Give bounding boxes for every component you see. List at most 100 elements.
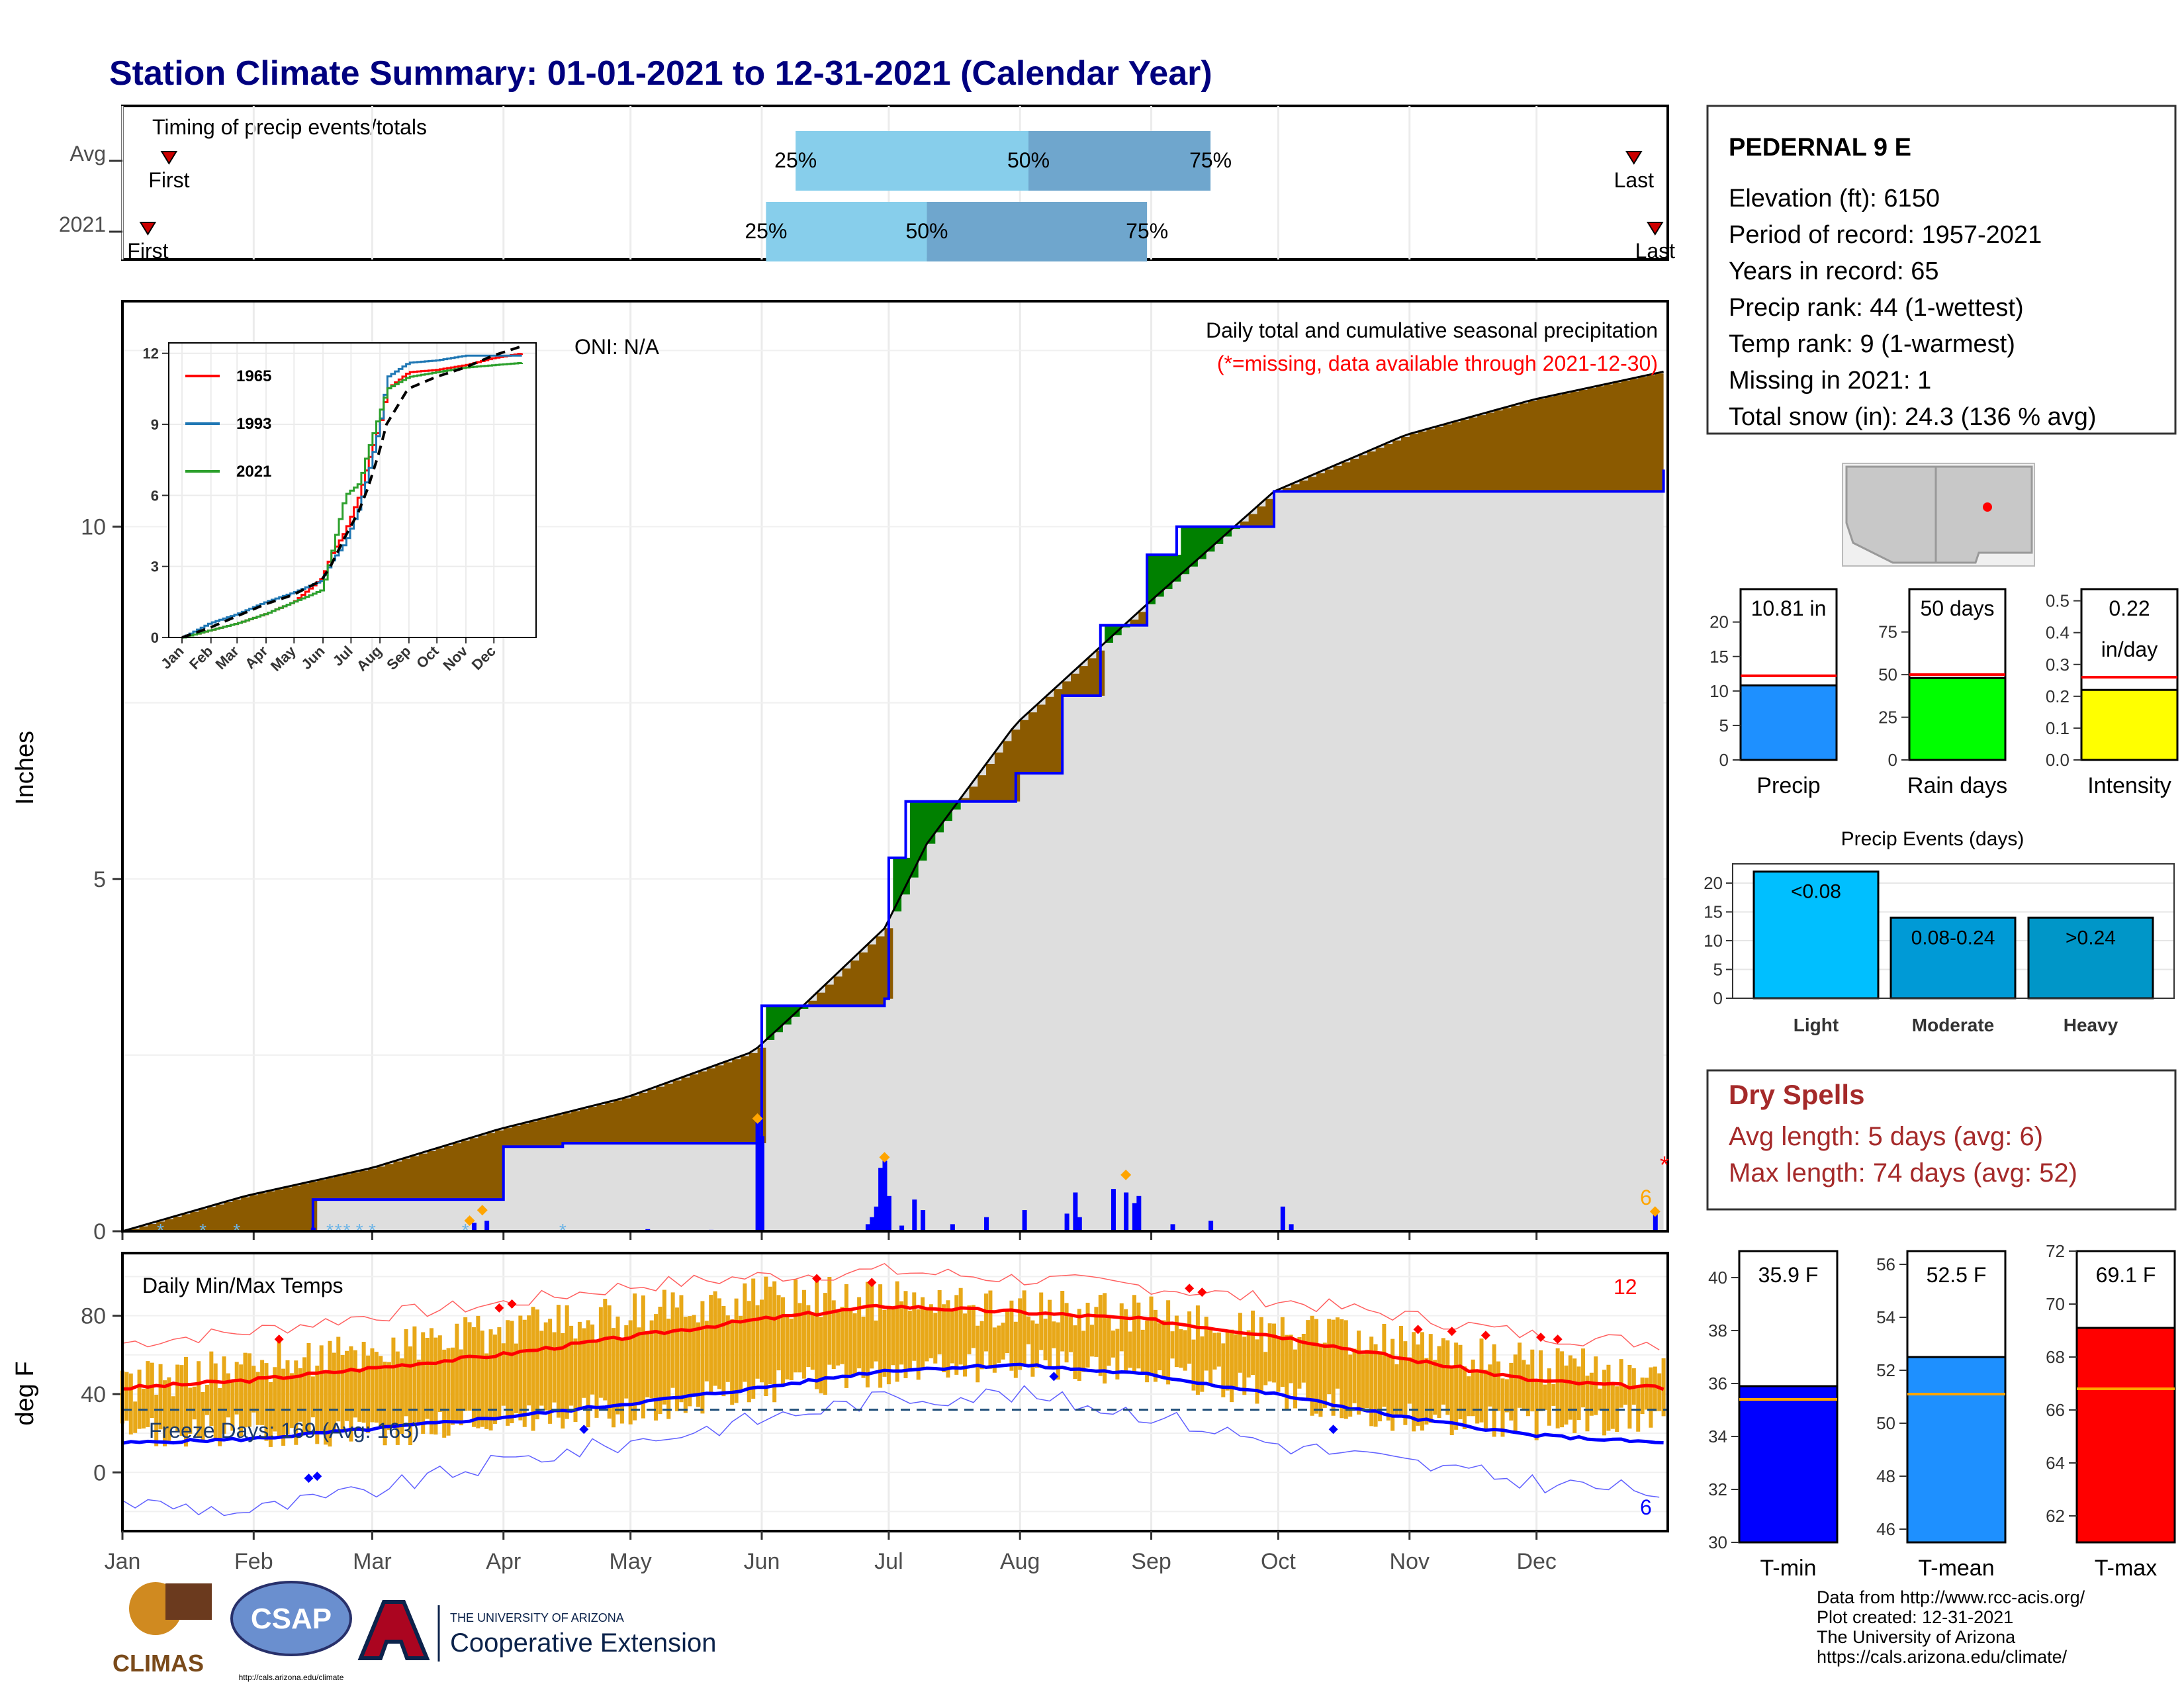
temp-panel: 0 40 80 deg F Daily Min/Max Temps Freeze D…: [11, 1252, 1669, 1574]
timing-q25-q50-bar-0: [796, 131, 1029, 191]
record-low-marker-3: [1049, 1372, 1059, 1382]
daily-precip-bar-7: [865, 1224, 870, 1231]
timing-first-marker-1: [139, 222, 157, 236]
precip-record-marker-0: [464, 1215, 475, 1227]
missing-marker: *: [1660, 1151, 1669, 1178]
month-label-Jul: Jul: [874, 1549, 903, 1574]
record-low-marker-2: [579, 1425, 589, 1434]
temp-summary-tick-label-1-4: 54: [1876, 1307, 1895, 1327]
temp-summary-tick-label-0-5: 40: [1708, 1268, 1727, 1288]
record-high-marker-6: [1197, 1288, 1207, 1297]
summary-tick-label-0-1: 5: [1719, 716, 1729, 735]
month-label-Nov: Nov: [1390, 1549, 1430, 1574]
timing-q75-label-0: 75%: [1189, 148, 1232, 172]
temp-summary-value-label-1: 52.5 F: [1927, 1263, 1987, 1287]
credit-line-3: https://cals.arizona.edu/climate/: [1817, 1647, 2068, 1667]
record-high-marker-3: [812, 1274, 822, 1284]
inset-y-tick-label-3: 9: [151, 416, 159, 433]
precip-record-marker-5: [1649, 1206, 1661, 1217]
daily-precip-bar-18: [1022, 1210, 1027, 1231]
new-mexico-shape: [1934, 465, 2033, 564]
temp-y-tick-label-1: 40: [81, 1382, 106, 1407]
record-high-marker-7: [1413, 1325, 1423, 1335]
temp-summary-tick-label-0-3: 36: [1708, 1374, 1727, 1393]
precip-record-marker-1: [477, 1205, 488, 1216]
temp-frame: [121, 1252, 1669, 1532]
daily-precip-bar-28: [1280, 1206, 1285, 1231]
inset-frame: [168, 342, 537, 638]
daily-precip-bar-24: [1132, 1203, 1137, 1231]
daily-precip-bar-12: [886, 1196, 891, 1231]
record-high-marker-2: [507, 1299, 517, 1309]
summary-tick-label-1-1: 25: [1878, 708, 1897, 727]
csap-logo: CSAP http://cals.arizona.edu/climate: [230, 1581, 352, 1682]
daily-precip-bar-5: [755, 1122, 760, 1231]
record-low-marker-0: [304, 1474, 314, 1483]
temp-summary-tick-label-0-0: 30: [1708, 1532, 1727, 1552]
month-label-Sep: Sep: [1131, 1549, 1171, 1574]
timing-q25-label-0: 25%: [774, 148, 817, 172]
timing-q50-label-1: 50%: [905, 219, 948, 243]
precip-record-marker-4: [1120, 1169, 1132, 1180]
station-info-line-2: Years in record: 65: [1729, 258, 1939, 285]
daily-precip-bar-27: [1208, 1221, 1214, 1231]
summary-tick-label-1-3: 75: [1878, 622, 1897, 642]
daily-precip-bar-23: [1124, 1192, 1129, 1231]
events-bar-label-Moderate: 0.08-0.24: [1911, 927, 1995, 949]
climas-logo-block: [165, 1583, 212, 1620]
precip-note: Daily total and cumulative seasonal prec…: [1206, 318, 1658, 342]
daily-precip-bar-15: [921, 1210, 926, 1231]
temp-summary-bar-1: [1906, 1356, 2007, 1544]
inset-series-avg-line: [181, 345, 522, 639]
record-high-marker-1: [494, 1303, 504, 1313]
record-min-envelope-line: [122, 1385, 1660, 1517]
credit-line-2: The University of Arizona: [1817, 1627, 2016, 1647]
daily-precip-bar-8: [870, 1217, 875, 1231]
daily-precip-bar-16: [950, 1224, 955, 1231]
daily-precip-bar-10: [878, 1168, 884, 1231]
events-y-tick-label-1: 5: [1713, 960, 1723, 980]
record-high-marker-0: [274, 1335, 284, 1344]
temp-summary-axis-label-2: T-max: [2095, 1556, 2157, 1581]
inset-legend-label-2021: 2021: [236, 463, 271, 481]
events-y-tick-label-3: 15: [1704, 902, 1723, 922]
below-normal-fill: [122, 373, 1664, 1231]
climas-logo: CLIMAS: [113, 1582, 212, 1677]
precip-events-panel: Precip Events (days) 0 5 10 15 20 <0.08 Light 0…: [1704, 828, 2175, 1035]
temp-summary-axis-label-1: T-mean: [1918, 1556, 1994, 1581]
summary-tick-label-2-4: 0.4: [2046, 623, 2070, 643]
month-label-Mar: Mar: [353, 1549, 392, 1574]
temp-panel-title: Daily Min/Max Temps: [142, 1274, 343, 1297]
station-info-line-0: Elevation (ft): 6150: [1729, 185, 1940, 212]
dry-spells-frame: [1706, 1069, 2177, 1211]
temp-summary-value-label-0: 35.9 F: [1758, 1263, 1819, 1287]
record-low-marker-4: [1328, 1425, 1338, 1434]
footer-logos: CLIMAS CSAP http://cals.arizona.edu/clim…: [113, 1581, 2085, 1682]
month-label-Oct: Oct: [1261, 1549, 1296, 1574]
events-bar-Light: [1752, 870, 1880, 1000]
summary-axis-label-2: Intensity: [2087, 773, 2171, 798]
normal-max-line: [122, 1303, 1664, 1391]
oni-label: ONI: N/A: [574, 335, 660, 359]
record-high-marker-9: [1480, 1331, 1490, 1340]
timing-q50-label-0: 50%: [1007, 148, 1050, 172]
normal-cumulative-area: [122, 371, 1664, 1231]
summary-tick-label-0-3: 15: [1709, 647, 1729, 667]
events-y-tick-label-2: 10: [1704, 931, 1723, 951]
normal-min-line: [122, 1362, 1664, 1445]
station-info-line-4: Temp rank: 9 (1-warmest): [1729, 330, 2015, 358]
timing-row-avg-label: Avg: [69, 142, 106, 165]
freeze-days-label: Freeze Days: 169 (Avg: 163): [149, 1419, 420, 1442]
timing-q75-label-1: 75%: [1126, 219, 1168, 243]
summary-value-label-0: 10.81 in: [1751, 596, 1827, 620]
record-low-marker-1: [312, 1472, 322, 1481]
ua-logo: THE UNIVERSITY OF ARIZONA Cooperative Ex…: [357, 1600, 716, 1662]
summary-tick-label-0-4: 20: [1709, 612, 1729, 632]
page-title: Station Climate Summary: 01-01-2021 to 1…: [109, 54, 1212, 93]
csap-logo-url: http://cals.arizona.edu/climate: [239, 1673, 344, 1682]
events-y-tick-label-0: 0: [1713, 988, 1723, 1008]
temp-summary-tick-label-1-1: 48: [1876, 1466, 1895, 1486]
timing-last-marker-1: [1647, 222, 1664, 236]
temp-y-axis-label: deg F: [11, 1361, 39, 1425]
precip-record-marker-3: [879, 1152, 890, 1163]
